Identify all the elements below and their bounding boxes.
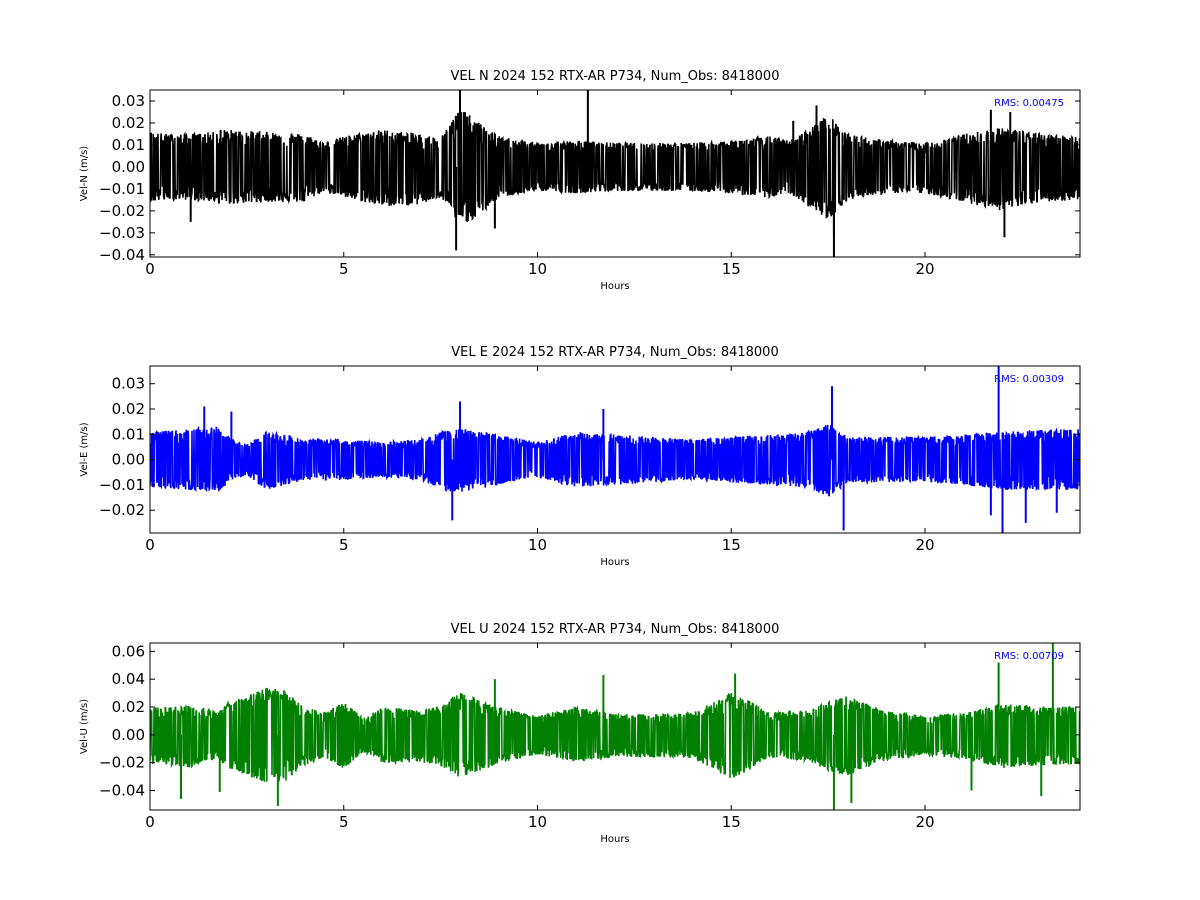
rms-label: RMS: 0.00309 <box>994 374 1064 385</box>
x-tick-label: 20 <box>915 536 934 554</box>
x-tick-label: 0 <box>145 260 155 278</box>
y-tick-label: 0.03 <box>112 92 145 110</box>
plot-frame <box>149 642 1081 811</box>
y-tick-label: 0.00 <box>112 158 145 176</box>
y-tick-label: 0.04 <box>112 670 145 688</box>
x-tick-label: 10 <box>528 813 547 831</box>
y-tick-label: 0.06 <box>112 642 145 660</box>
x-tick-label: 0 <box>145 813 155 831</box>
y-tick-label: −0.02 <box>99 754 145 772</box>
series-line <box>150 687 1080 782</box>
y-tick-label: −0.01 <box>99 476 145 494</box>
chart-title: VEL U 2024 152 RTX-AR P734, Num_Obs: 841… <box>451 622 780 637</box>
y-tick-label: −0.04 <box>99 246 145 264</box>
x-tick-label: 20 <box>915 260 934 278</box>
x-tick-label: 15 <box>722 260 741 278</box>
y-axis-label: Vel-U (m/s) <box>79 699 90 754</box>
series-line <box>150 109 1080 223</box>
y-tick-label: −0.04 <box>99 782 145 800</box>
chart-panel-0: 0 5 10 15 20 0.03 0.02 0.01 0.00 −0.01 −0.02 −0.03 −… <box>79 69 1081 292</box>
chart-panel-1: 0 5 10 15 20 0.03 0.02 0.01 0.00 −0.01 −0.02 VEL E … <box>79 345 1081 568</box>
y-axis-label: Vel-N (m/s) <box>79 146 90 201</box>
y-tick-label: −0.02 <box>99 202 145 220</box>
x-tick-label: 15 <box>722 536 741 554</box>
x-tick-label: 10 <box>528 260 547 278</box>
chart-title: VEL N 2024 152 RTX-AR P734, Num_Obs: 841… <box>451 69 780 84</box>
y-tick-label: 0.02 <box>112 400 145 418</box>
y-tick-label: 0.02 <box>112 114 145 132</box>
y-axis-label: Vel-E (m/s) <box>79 422 90 476</box>
y-tick-label: −0.01 <box>99 180 145 198</box>
y-tick-label: 0.00 <box>112 451 145 469</box>
x-axis-label: Hours <box>600 281 629 292</box>
y-tick-label: −0.03 <box>99 224 145 242</box>
x-axis-label: Hours <box>600 834 629 845</box>
chart-panel-2: 0 5 10 15 20 0.06 0.04 0.02 0.00 −0.02 −0.04 VEL U … <box>79 622 1081 845</box>
x-tick-label: 15 <box>722 813 741 831</box>
rms-label: RMS: 0.00709 <box>994 651 1064 662</box>
x-tick-label: 0 <box>145 536 155 554</box>
x-tick-label: 10 <box>528 536 547 554</box>
y-tick-label: 0.00 <box>112 726 145 744</box>
plot-frame <box>149 89 1081 258</box>
x-tick-label: 5 <box>339 813 349 831</box>
rms-label: RMS: 0.00475 <box>994 98 1064 109</box>
x-axis-label: Hours <box>600 557 629 568</box>
y-tick-label: 0.02 <box>112 698 145 716</box>
x-tick-label: 5 <box>339 260 349 278</box>
x-tick-label: 20 <box>915 813 934 831</box>
y-tick-label: 0.01 <box>112 136 145 154</box>
y-tick-label: 0.01 <box>112 425 145 443</box>
chart-title: VEL E 2024 152 RTX-AR P734, Num_Obs: 841… <box>451 345 778 360</box>
x-tick-label: 5 <box>339 536 349 554</box>
plot-frame <box>149 365 1081 534</box>
series-line <box>150 424 1080 497</box>
y-tick-label: −0.02 <box>99 501 145 519</box>
y-tick-label: 0.03 <box>112 375 145 393</box>
